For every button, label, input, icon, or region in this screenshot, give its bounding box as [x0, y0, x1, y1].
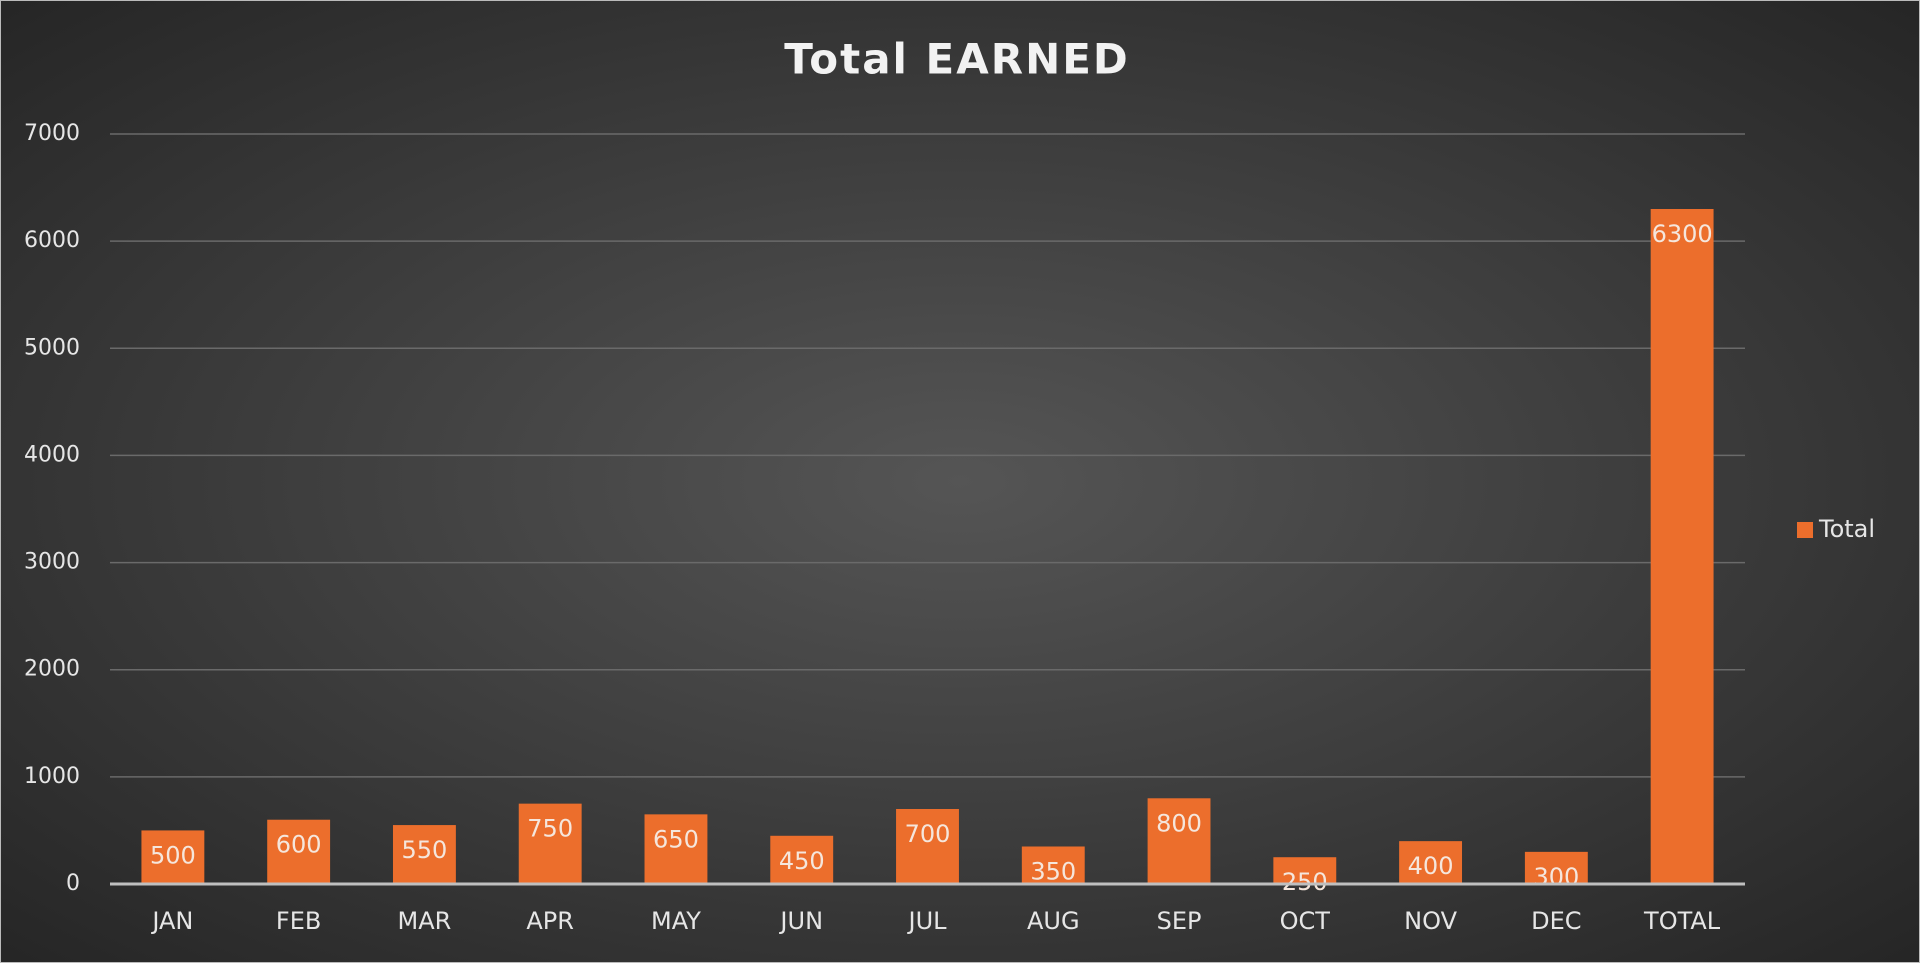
bar	[1147, 798, 1211, 884]
x-tick-label: MAY	[651, 907, 701, 935]
bar	[770, 835, 834, 884]
x-tick-label: JAN	[150, 907, 193, 935]
data-label: 450	[779, 847, 825, 875]
data-label: 600	[276, 831, 322, 859]
legend-label: Total	[1818, 515, 1875, 543]
bar	[518, 803, 582, 884]
data-label: 500	[150, 841, 196, 869]
data-label: 750	[527, 815, 573, 843]
bar	[896, 809, 959, 884]
x-tick-label: OCT	[1280, 907, 1331, 935]
x-tick-label: AUG	[1027, 907, 1080, 935]
x-tick-label: FEB	[276, 907, 321, 935]
bar	[1273, 857, 1337, 884]
x-tick-label: TOTAL	[1643, 907, 1721, 935]
bar	[267, 819, 331, 884]
bar	[1524, 851, 1588, 884]
chart-title: Total EARNED	[784, 35, 1130, 84]
y-tick-label: 7000	[24, 121, 80, 146]
data-label: 6300	[1652, 220, 1713, 248]
data-label: 400	[1408, 852, 1454, 880]
data-label: 300	[1533, 863, 1579, 891]
data-label: 650	[653, 825, 699, 853]
data-label: 350	[1030, 858, 1076, 886]
y-tick-label: 0	[66, 871, 80, 896]
data-label: 800	[1156, 809, 1202, 837]
x-tick-label: SEP	[1157, 907, 1202, 935]
bar	[1650, 209, 1714, 884]
y-tick-label: 4000	[24, 442, 80, 467]
data-label: 250	[1282, 868, 1328, 896]
bar	[392, 825, 456, 884]
y-tick-label: 5000	[24, 335, 80, 360]
data-label: 550	[402, 836, 448, 864]
y-tick-label: 3000	[24, 550, 80, 575]
y-tick-label: 1000	[24, 764, 80, 789]
y-tick-label: 6000	[24, 228, 80, 253]
x-tick-label: JUL	[906, 907, 947, 935]
bar	[141, 830, 205, 884]
bar	[1021, 846, 1085, 884]
legend-swatch	[1797, 522, 1813, 538]
x-tick-label: JUN	[778, 907, 823, 935]
x-tick-label: APR	[526, 907, 574, 935]
bar	[1399, 841, 1463, 884]
x-tick-label: MAR	[398, 907, 452, 935]
bar	[644, 814, 708, 884]
x-tick-label: DEC	[1531, 907, 1581, 935]
y-tick-label: 2000	[24, 657, 80, 682]
x-tick-label: NOV	[1404, 907, 1457, 935]
data-label: 700	[905, 820, 951, 848]
